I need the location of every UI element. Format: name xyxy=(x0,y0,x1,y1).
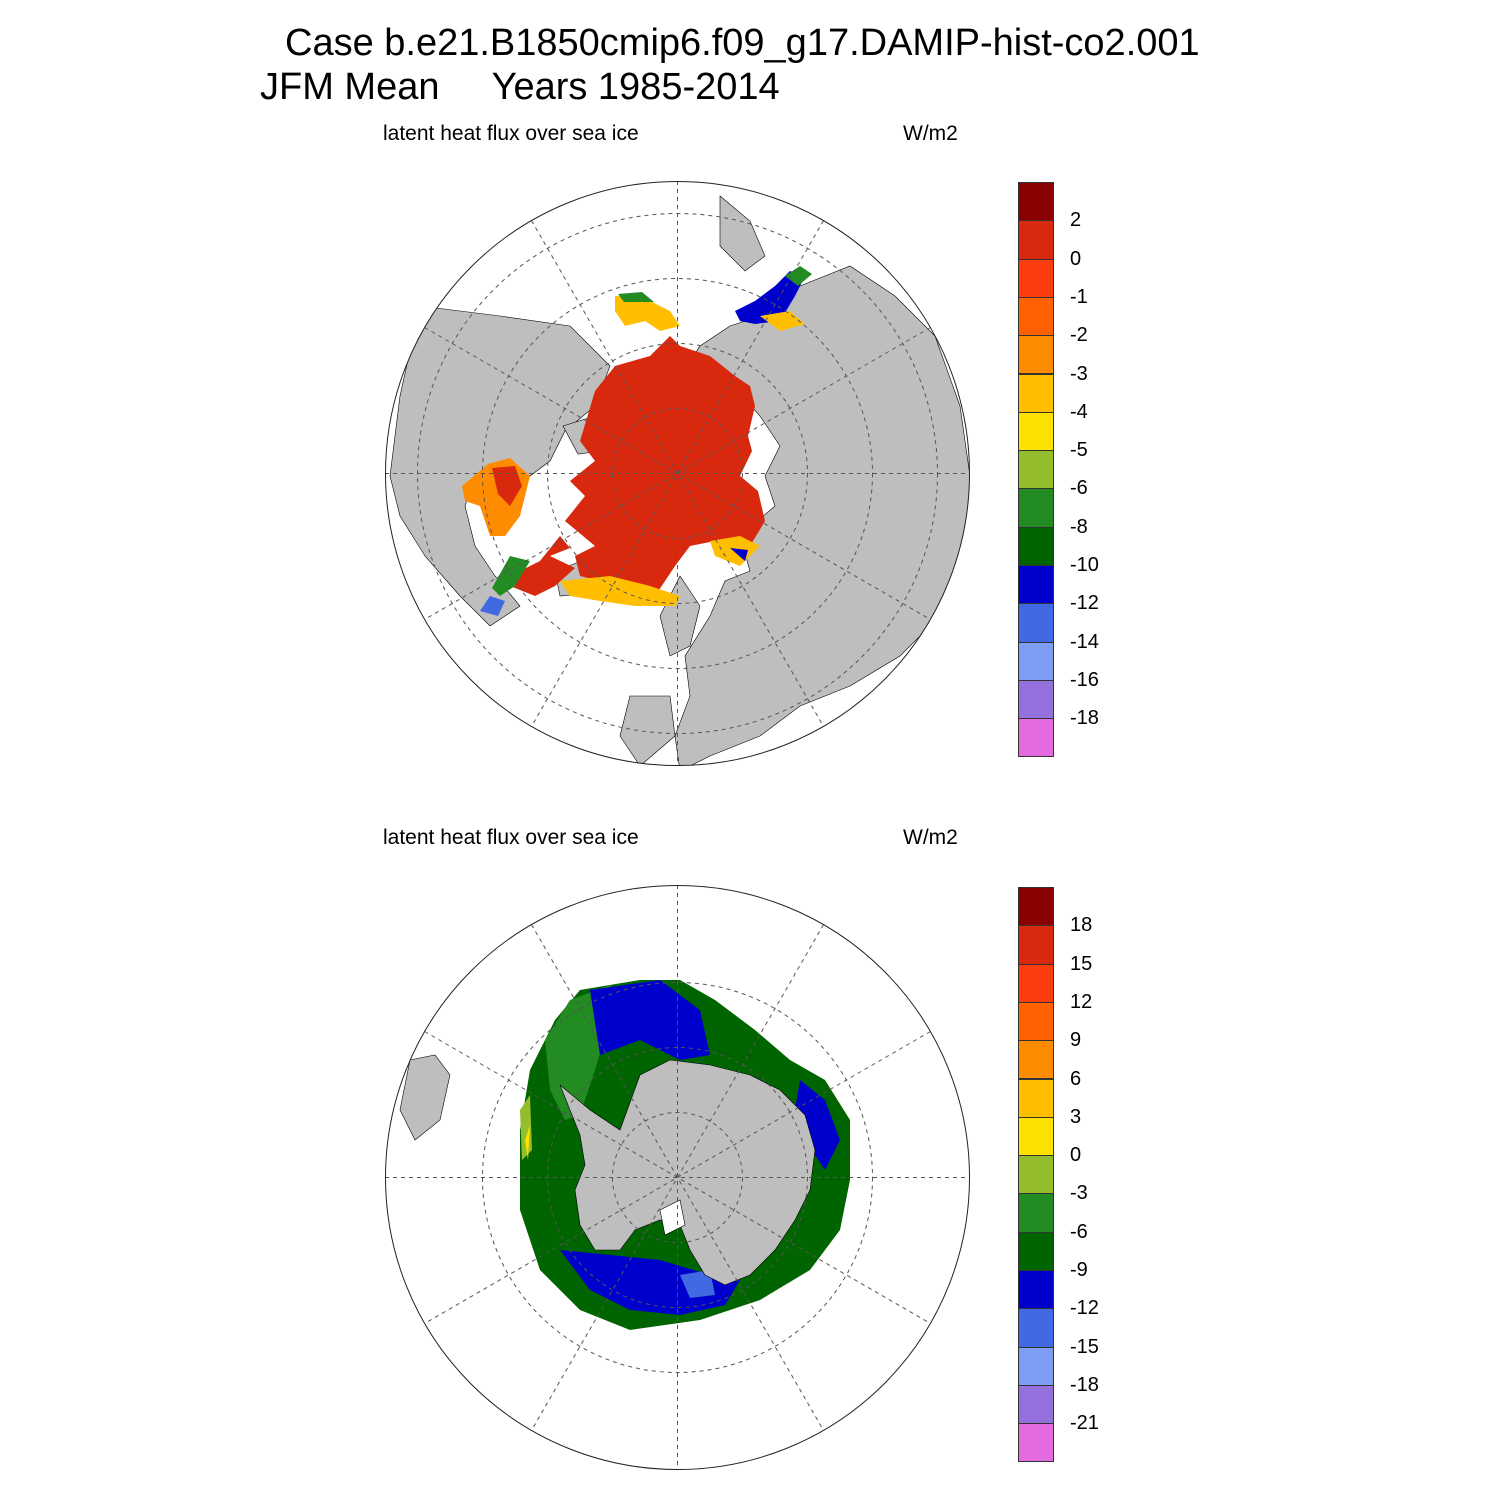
colorbar-swatch xyxy=(1018,296,1054,337)
colorbar-swatch xyxy=(1018,1384,1054,1425)
antarctic-polar-map xyxy=(385,885,970,1470)
colorbar-swatch xyxy=(1018,963,1054,1003)
colorbar-tick-label: -3 xyxy=(1070,1182,1088,1205)
colorbar-swatch xyxy=(1018,488,1054,528)
colorbar-swatch xyxy=(1018,335,1054,375)
colorbar-swatch xyxy=(1018,1001,1054,1042)
antarctica-land xyxy=(399,1054,816,1286)
colorbar-tick-label: 0 xyxy=(1070,247,1082,270)
colorbar-tick-label: -10 xyxy=(1070,554,1099,576)
panel1-units-label: W/m2 xyxy=(903,122,958,145)
colorbar-swatch xyxy=(1018,220,1054,260)
colorbar-swatch xyxy=(1018,258,1054,298)
figure-title-case: Case b.e21.B1850cmip6.f09_g17.DAMIP-hist… xyxy=(285,22,1200,64)
colorbar-tick-label: -8 xyxy=(1070,515,1088,538)
colorbar-tick-label: -12 xyxy=(1070,592,1099,615)
colorbar-tick-label: 3 xyxy=(1070,1105,1082,1128)
colorbar-swatch xyxy=(1018,925,1054,965)
colorbar-swatch xyxy=(1018,641,1054,681)
panel1-variable-label: latent heat flux over sea ice xyxy=(383,122,639,145)
colorbar-tick-label: 2 xyxy=(1070,209,1082,232)
colorbar-swatch xyxy=(1018,565,1054,605)
colorbar-tick-label: -2 xyxy=(1070,324,1088,347)
colorbar-swatch xyxy=(1018,373,1054,413)
colorbar-tick-label: 15 xyxy=(1070,952,1093,975)
colorbar-swatch xyxy=(1018,1270,1054,1310)
colorbar-swatch xyxy=(1018,1155,1054,1195)
colorbar-swatch xyxy=(1018,1423,1054,1463)
colorbar-swatch xyxy=(1018,1193,1054,1233)
colorbar-tick-label: -16 xyxy=(1070,668,1099,691)
colorbar-swatch xyxy=(1018,1231,1054,1271)
colorbar-tick-label: -12 xyxy=(1070,1297,1099,1320)
colorbar-swatch xyxy=(1018,450,1054,490)
colorbar-tick-label: -15 xyxy=(1070,1335,1099,1358)
colorbar-swatch xyxy=(1018,1346,1054,1386)
colorbar-tick-label: 6 xyxy=(1070,1067,1082,1090)
panel2-units-label: W/m2 xyxy=(903,826,958,849)
colorbar-tick-label: -18 xyxy=(1070,1373,1099,1396)
arctic-polar-map xyxy=(385,181,970,766)
arctic-sea-ice-field xyxy=(462,266,812,616)
colorbar-swatch xyxy=(1018,411,1054,452)
antarctic-graticule xyxy=(385,885,970,1470)
colorbar-tick-label: 12 xyxy=(1070,990,1093,1013)
colorbar-swatch xyxy=(1018,887,1054,927)
colorbar-swatch xyxy=(1018,679,1054,720)
colorbar-swatch xyxy=(1018,1116,1054,1157)
colorbar-tick-label: -21 xyxy=(1070,1412,1099,1435)
colorbar-tick-label: 0 xyxy=(1070,1144,1082,1167)
colorbar-swatch xyxy=(1018,718,1054,758)
colorbar-swatch xyxy=(1018,526,1054,566)
colorbar-tick-label: -6 xyxy=(1070,477,1088,500)
colorbar-swatch xyxy=(1018,1308,1054,1348)
colorbar-swatch xyxy=(1018,1040,1054,1080)
figure-title-period: JFM Mean Years 1985-2014 xyxy=(260,66,780,108)
colorbar-tick-label: -4 xyxy=(1070,400,1088,423)
colorbar-swatch xyxy=(1018,603,1054,643)
colorbar-tick-label: -18 xyxy=(1070,707,1099,730)
colorbar-tick-label: -9 xyxy=(1070,1259,1088,1281)
colorbar-swatch xyxy=(1018,182,1054,222)
colorbar-tick-label: 18 xyxy=(1070,914,1093,937)
colorbar-tick-label: -1 xyxy=(1070,285,1088,308)
colorbar-tick-label: -5 xyxy=(1070,439,1088,462)
colorbar-swatch xyxy=(1018,1078,1054,1118)
panel2-variable-label: latent heat flux over sea ice xyxy=(383,826,639,849)
arctic-graticule xyxy=(385,181,970,766)
colorbar-tick-label: -14 xyxy=(1070,630,1099,653)
colorbar-tick-label: 9 xyxy=(1070,1029,1082,1052)
colorbar-tick-label: -3 xyxy=(1070,362,1088,385)
colorbar-tick-label: -6 xyxy=(1070,1220,1088,1243)
